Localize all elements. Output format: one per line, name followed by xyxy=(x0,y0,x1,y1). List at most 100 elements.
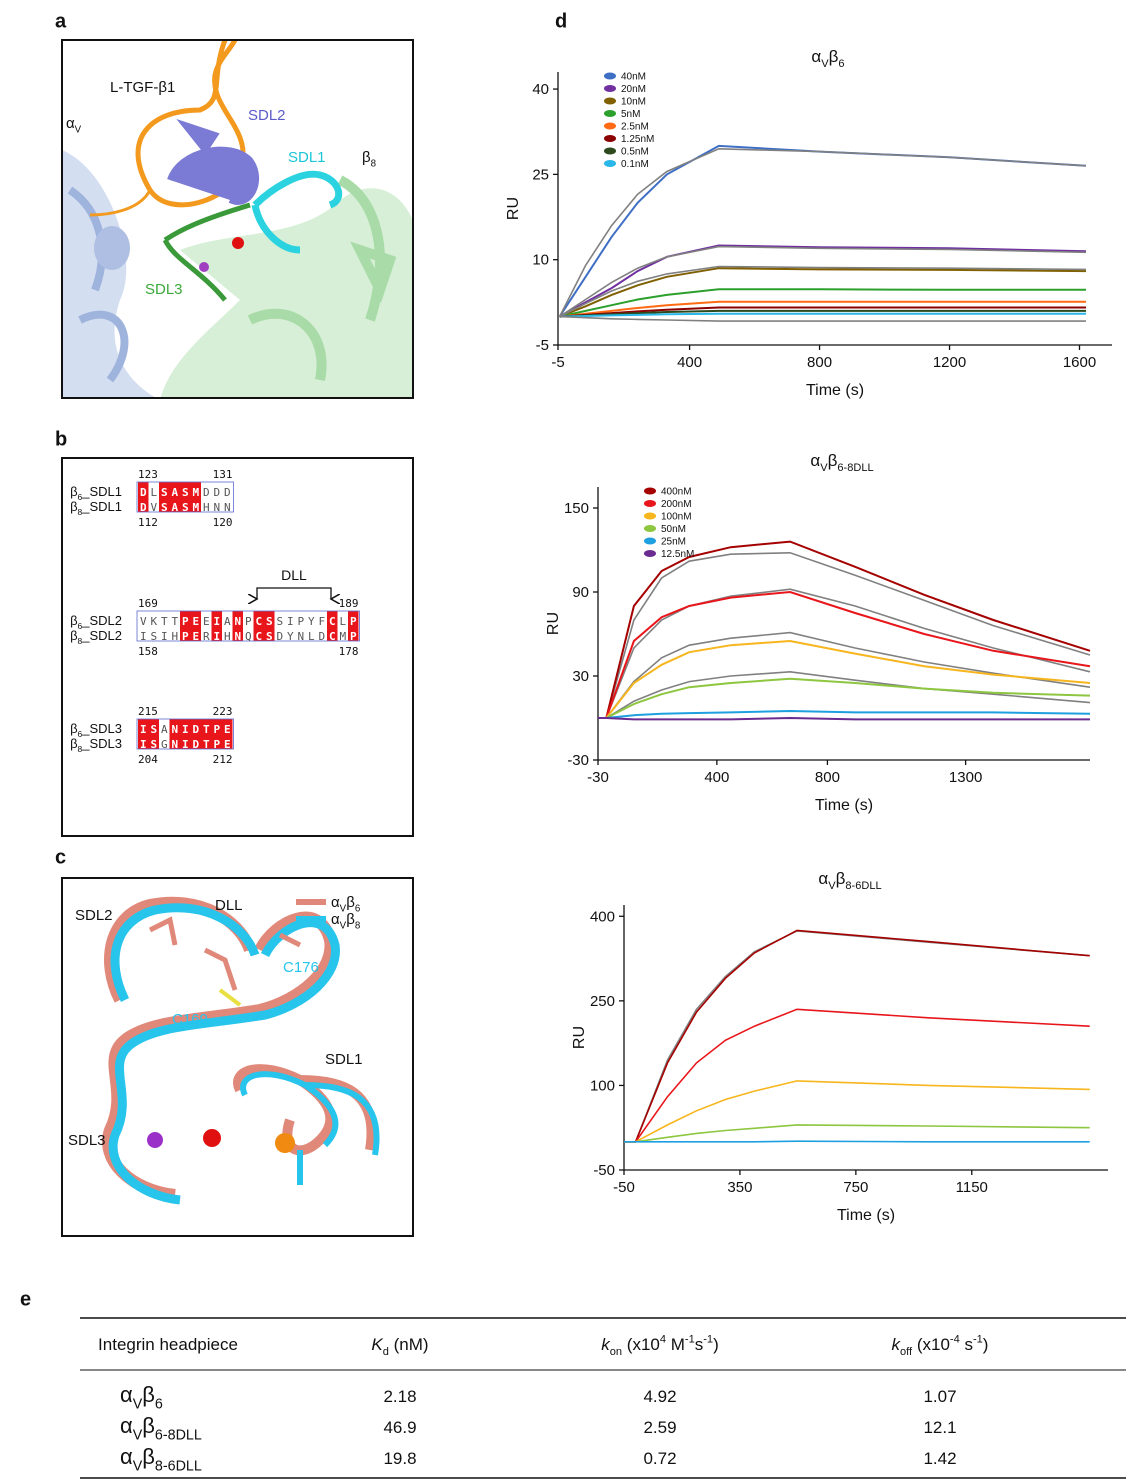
text-part: α xyxy=(120,1382,133,1407)
x-tick-label: 1300 xyxy=(949,769,982,786)
table-cell: 4.92 xyxy=(643,1387,676,1406)
text-part: β xyxy=(362,149,371,166)
text-part: β xyxy=(836,869,846,888)
series-line xyxy=(624,1008,1090,1143)
residue: S xyxy=(150,738,157,751)
identity-box xyxy=(232,611,243,641)
text-part: SDL2 xyxy=(75,907,113,924)
text-part: on xyxy=(610,1346,622,1358)
residue: G xyxy=(161,738,168,751)
chart-title: αVβ6-8DLL xyxy=(810,451,873,474)
text-part: DLL xyxy=(215,897,243,914)
text-part: off xyxy=(900,1346,913,1358)
legend-swatch xyxy=(604,135,616,142)
residue-number: 131 xyxy=(213,468,233,481)
structure-label: L-TGF-β1 xyxy=(110,79,175,96)
y-axis-label: RU xyxy=(545,612,562,635)
series-line xyxy=(598,716,1090,721)
series-line xyxy=(598,588,1091,719)
text-part: 8-6DLL xyxy=(155,1459,202,1475)
text-part: K xyxy=(371,1335,383,1354)
residue-number: 215 xyxy=(138,705,158,718)
legend-label: 5nM xyxy=(621,109,640,120)
y-tick-label: 250 xyxy=(590,993,615,1010)
text-part: V xyxy=(821,58,829,70)
text-part: 8 xyxy=(355,921,360,932)
legend-label: 400nM xyxy=(661,487,692,498)
x-tick-label: 400 xyxy=(677,354,702,371)
text-part: β xyxy=(346,911,355,928)
residue: A xyxy=(224,615,231,628)
residue: S xyxy=(150,723,157,736)
legend-swatch xyxy=(604,160,616,167)
structure-label: C176 xyxy=(283,959,319,976)
residue-number: 158 xyxy=(138,645,158,658)
text-part: 6-8DLL xyxy=(155,1428,202,1444)
identity-box xyxy=(211,611,222,641)
panel-label: e xyxy=(20,1288,31,1310)
residue: S xyxy=(182,486,189,499)
series-line xyxy=(624,1080,1090,1143)
text-part: C169 xyxy=(172,1011,208,1028)
series-line xyxy=(624,930,1090,1143)
text-part: _SDL2 xyxy=(81,613,122,628)
legend-swatch xyxy=(644,537,656,545)
series-line xyxy=(559,265,1087,318)
text-part: (x10 xyxy=(912,1335,950,1354)
y-tick-label: 100 xyxy=(590,1077,615,1094)
structure-label: SDL2 xyxy=(75,907,113,924)
residue-number: 212 xyxy=(213,753,233,766)
series-line xyxy=(558,144,1087,318)
table-header: Kd (nM) xyxy=(371,1335,428,1358)
legend-label: 25nM xyxy=(661,537,686,548)
residue: E xyxy=(192,615,199,628)
y-tick-label: 90 xyxy=(572,584,589,601)
residue-number: 204 xyxy=(138,753,158,766)
legend-swatch xyxy=(644,525,656,532)
residue-number: 178 xyxy=(339,645,359,658)
residue: N xyxy=(297,630,304,643)
residue: Y xyxy=(308,615,315,628)
x-tick-label: -30 xyxy=(587,769,609,786)
legend-swatch xyxy=(644,487,656,495)
identity-box xyxy=(190,611,201,641)
residue: N xyxy=(171,738,178,751)
text-part: V xyxy=(340,904,347,915)
structure-c xyxy=(102,896,380,1205)
text-part: α xyxy=(331,911,340,928)
chart-title: αVβ6 xyxy=(811,47,844,70)
legend-label: 50nM xyxy=(661,524,686,535)
x-tick-label: 750 xyxy=(843,1179,868,1196)
series-line xyxy=(624,1124,1090,1143)
identity-box xyxy=(138,482,149,512)
text-part: SDL3 xyxy=(68,1132,106,1149)
identity-box xyxy=(169,482,180,512)
text-part: V xyxy=(820,462,828,474)
residue-number: 189 xyxy=(339,597,359,610)
text-part: SDL1 xyxy=(325,1051,363,1068)
series-line xyxy=(598,670,1091,719)
text-part: β xyxy=(828,451,838,470)
residue: T xyxy=(161,615,168,628)
y-tick-label: -30 xyxy=(567,752,589,769)
text-part: 8 xyxy=(78,744,83,754)
residue: N xyxy=(234,615,241,628)
residue: H xyxy=(171,630,178,643)
text-part: -1 xyxy=(685,1333,695,1345)
text-part: β xyxy=(70,499,77,514)
legend-swatch xyxy=(644,550,656,557)
legend-label: 1.25nM xyxy=(621,134,654,145)
text-part: 8-6DLL xyxy=(845,880,881,892)
residue: A xyxy=(171,486,178,499)
text-part: α xyxy=(331,894,340,911)
series-line xyxy=(559,300,1086,318)
x-tick-label: 400 xyxy=(704,769,729,786)
table-cell: 12.1 xyxy=(923,1418,956,1437)
structure-label: SDL3 xyxy=(68,1132,106,1149)
text-part: V xyxy=(133,1459,143,1475)
text-part: 4 xyxy=(660,1333,666,1345)
residue: S xyxy=(266,630,273,643)
x-tick-label: 1600 xyxy=(1063,354,1096,371)
series-line xyxy=(559,267,1087,318)
